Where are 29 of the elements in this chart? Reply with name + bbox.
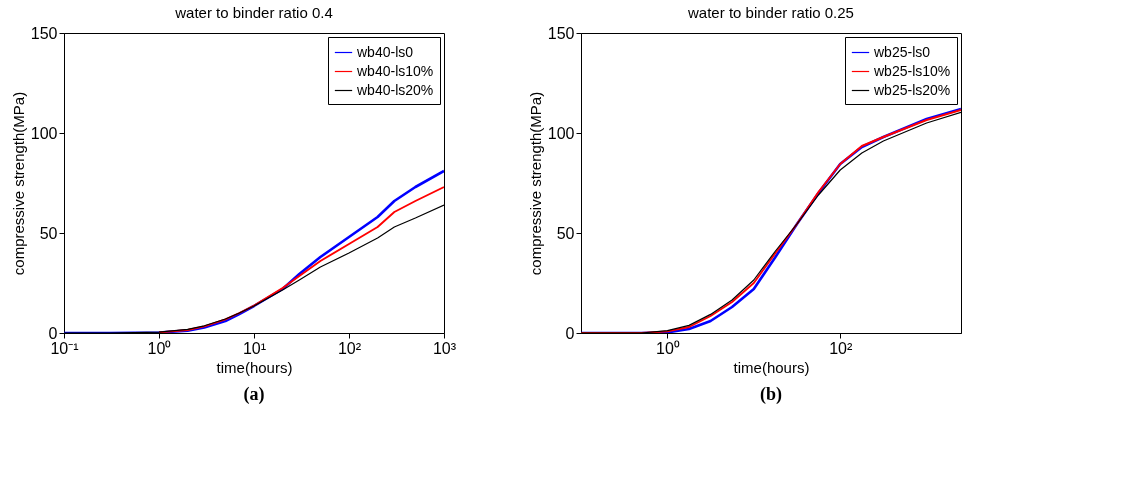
legend-label: wb25-ls10%: [873, 62, 951, 79]
x-tick-label: 10⁰: [656, 339, 680, 357]
y-tick-label: 50: [39, 224, 58, 242]
x-tick-label: 10²: [829, 339, 853, 357]
x-tick-label: 10⁰: [147, 339, 172, 357]
chart-title: water to binder ratio 0.25: [687, 4, 854, 21]
x-tick-label: 10²: [337, 339, 362, 357]
x-axis-title: time(hours): [733, 358, 810, 376]
y-axis-title: compressive strength(MPa): [9, 91, 27, 276]
chart-title: water to binder ratio 0.4: [174, 4, 333, 21]
y-tick-label: 50: [556, 224, 575, 242]
y-tick-label: 150: [547, 24, 575, 42]
legend-label: wb25-ls20%: [873, 81, 951, 98]
y-tick-label: 100: [30, 124, 58, 142]
legend-label: wb40-ls20%: [356, 81, 434, 98]
y-tick-label: 150: [30, 24, 58, 42]
text: (b): [760, 384, 782, 405]
y-tick-label: 0: [565, 324, 575, 342]
y-tick-label: 100: [547, 124, 575, 142]
y-tick-label: 0: [48, 324, 58, 342]
x-tick-label: 10⁻¹: [50, 339, 79, 357]
text: (a): [243, 384, 265, 405]
x-tick-label: 10³: [432, 339, 457, 357]
x-tick-label: 10¹: [242, 339, 267, 357]
legend-label: wb25-ls0: [873, 43, 931, 60]
y-axis-title: compressive strength(MPa): [526, 91, 544, 276]
legend-label: wb40-ls0: [356, 43, 414, 60]
x-axis-title: time(hours): [216, 358, 293, 376]
legend-label: wb40-ls10%: [356, 62, 434, 79]
